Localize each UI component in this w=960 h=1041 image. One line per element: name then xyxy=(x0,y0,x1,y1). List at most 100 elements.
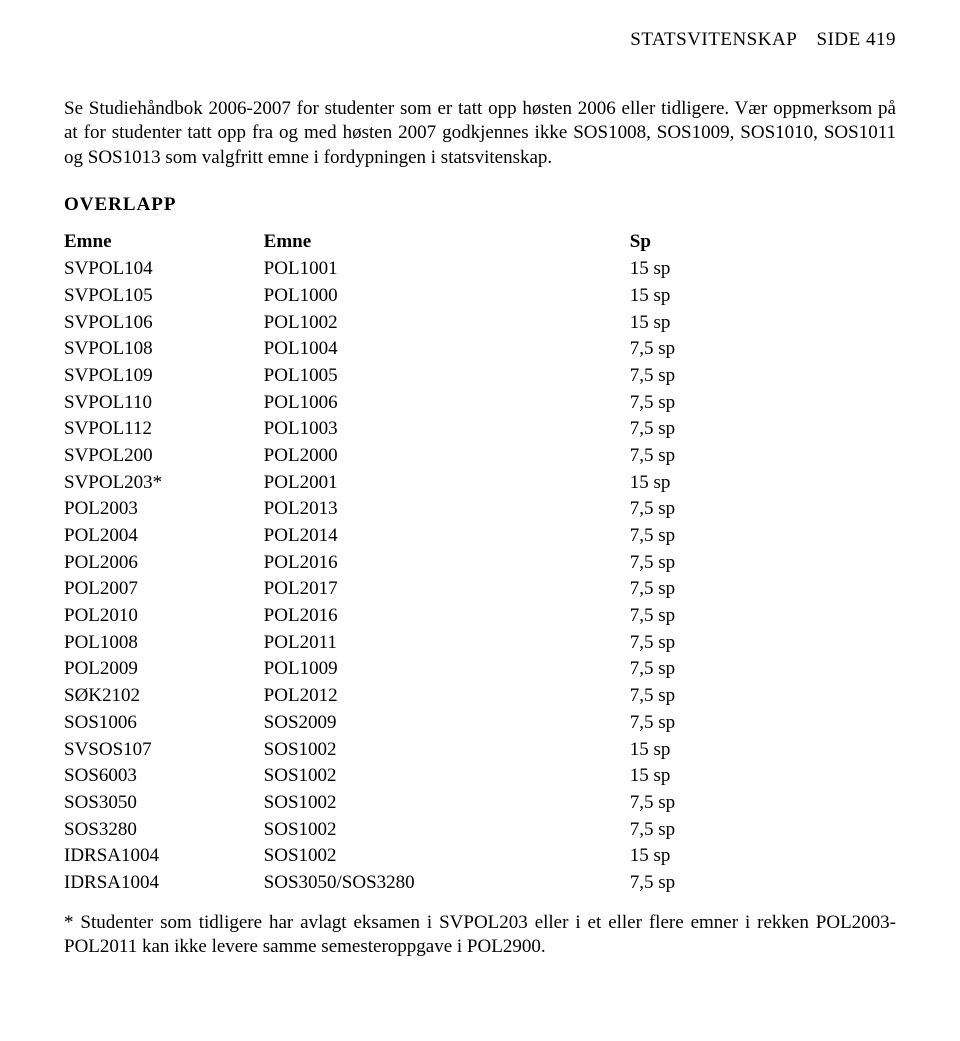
table-cell: 7,5 sp xyxy=(630,390,896,417)
table-cell: POL1006 xyxy=(264,390,630,417)
table-row: SVPOL105POL100015 sp xyxy=(64,283,896,310)
table-cell: 7,5 sp xyxy=(630,656,896,683)
table-cell: SOS2009 xyxy=(264,710,630,737)
table-cell: 7,5 sp xyxy=(630,363,896,390)
table-row: POL2007POL20177,5 sp xyxy=(64,576,896,603)
table-cell: 7,5 sp xyxy=(630,817,896,844)
table-cell: POL1004 xyxy=(264,336,630,363)
table-cell: 7,5 sp xyxy=(630,710,896,737)
table-cell: SOS1002 xyxy=(264,763,630,790)
table-cell: SØK2102 xyxy=(64,683,264,710)
table-cell: 7,5 sp xyxy=(630,630,896,657)
table-cell: SOS1002 xyxy=(264,790,630,817)
table-cell: 15 sp xyxy=(630,470,896,497)
col-header-emne-1: Emne xyxy=(64,229,264,256)
table-cell: 7,5 sp xyxy=(630,336,896,363)
table-row: SOS3050SOS10027,5 sp xyxy=(64,790,896,817)
table-cell: POL1008 xyxy=(64,630,264,657)
table-cell: 7,5 sp xyxy=(630,576,896,603)
table-cell: POL2012 xyxy=(264,683,630,710)
table-row: SOS3280SOS10027,5 sp xyxy=(64,817,896,844)
table-cell: SVPOL108 xyxy=(64,336,264,363)
table-cell: POL2017 xyxy=(264,576,630,603)
table-cell: SVPOL203* xyxy=(64,470,264,497)
table-row: IDRSA1004SOS100215 sp xyxy=(64,843,896,870)
table-cell: POL2003 xyxy=(64,496,264,523)
table-cell: 7,5 sp xyxy=(630,523,896,550)
table-cell: SVPOL104 xyxy=(64,256,264,283)
table-row: POL2009POL10097,5 sp xyxy=(64,656,896,683)
table-cell: IDRSA1004 xyxy=(64,843,264,870)
table-cell: 15 sp xyxy=(630,737,896,764)
table-row: POL2004POL20147,5 sp xyxy=(64,523,896,550)
table-cell: POL2011 xyxy=(264,630,630,657)
table-cell: POL2000 xyxy=(264,443,630,470)
table-cell: SVPOL106 xyxy=(64,310,264,337)
table-cell: SVPOL109 xyxy=(64,363,264,390)
overlap-heading: OVERLAPP xyxy=(64,193,896,218)
table-cell: IDRSA1004 xyxy=(64,870,264,897)
table-cell: POL1003 xyxy=(264,416,630,443)
table-cell: SOS3050/SOS3280 xyxy=(264,870,630,897)
table-row: SVSOS107SOS100215 sp xyxy=(64,737,896,764)
table-row: SOS6003SOS100215 sp xyxy=(64,763,896,790)
table-cell: SVPOL200 xyxy=(64,443,264,470)
table-cell: SOS1002 xyxy=(264,817,630,844)
table-row: POL2010POL20167,5 sp xyxy=(64,603,896,630)
page-header: STATSVITENSKAP SIDE 419 xyxy=(64,28,896,53)
intro-paragraph: Se Studiehåndbok 2006-2007 for studenter… xyxy=(64,97,896,171)
table-cell: POL1001 xyxy=(264,256,630,283)
table-cell: POL1002 xyxy=(264,310,630,337)
table-cell: 7,5 sp xyxy=(630,603,896,630)
table-row: POL1008POL20117,5 sp xyxy=(64,630,896,657)
table-cell: SOS1002 xyxy=(264,737,630,764)
table-cell: POL2007 xyxy=(64,576,264,603)
table-cell: 7,5 sp xyxy=(630,550,896,577)
table-row: SVPOL110POL10067,5 sp xyxy=(64,390,896,417)
table-cell: SVSOS107 xyxy=(64,737,264,764)
page-number: SIDE 419 xyxy=(817,29,896,50)
table-cell: SVPOL110 xyxy=(64,390,264,417)
table-cell: 7,5 sp xyxy=(630,790,896,817)
table-cell: SOS3050 xyxy=(64,790,264,817)
table-header-row: Emne Emne Sp xyxy=(64,229,896,256)
table-cell: POL2010 xyxy=(64,603,264,630)
table-row: SVPOL104POL100115 sp xyxy=(64,256,896,283)
table-cell: SVPOL112 xyxy=(64,416,264,443)
table-row: POL2003POL20137,5 sp xyxy=(64,496,896,523)
table-row: SØK2102POL20127,5 sp xyxy=(64,683,896,710)
table-row: SVPOL112POL10037,5 sp xyxy=(64,416,896,443)
table-row: SVPOL200POL20007,5 sp xyxy=(64,443,896,470)
table-row: SVPOL109POL10057,5 sp xyxy=(64,363,896,390)
table-cell: POL2004 xyxy=(64,523,264,550)
table-cell: 15 sp xyxy=(630,310,896,337)
table-cell: POL2001 xyxy=(264,470,630,497)
table-row: POL2006POL20167,5 sp xyxy=(64,550,896,577)
table-cell: POL1000 xyxy=(264,283,630,310)
table-cell: 7,5 sp xyxy=(630,443,896,470)
table-cell: SOS6003 xyxy=(64,763,264,790)
overlap-table: Emne Emne Sp SVPOL104POL100115 spSVPOL10… xyxy=(64,229,896,896)
table-row: SVPOL203*POL200115 sp xyxy=(64,470,896,497)
table-row: IDRSA1004SOS3050/SOS32807,5 sp xyxy=(64,870,896,897)
table-row: SVPOL106POL100215 sp xyxy=(64,310,896,337)
table-cell: 7,5 sp xyxy=(630,496,896,523)
table-cell: POL2006 xyxy=(64,550,264,577)
dept-label: STATSVITENSKAP xyxy=(630,29,797,50)
table-cell: POL2016 xyxy=(264,603,630,630)
table-row: SVPOL108POL10047,5 sp xyxy=(64,336,896,363)
table-cell: 15 sp xyxy=(630,843,896,870)
table-cell: SVPOL105 xyxy=(64,283,264,310)
table-cell: 15 sp xyxy=(630,763,896,790)
table-cell: 15 sp xyxy=(630,283,896,310)
table-cell: SOS1002 xyxy=(264,843,630,870)
table-cell: POL1009 xyxy=(264,656,630,683)
table-cell: 7,5 sp xyxy=(630,683,896,710)
table-cell: POL1005 xyxy=(264,363,630,390)
table-cell: 7,5 sp xyxy=(630,416,896,443)
col-header-emne-2: Emne xyxy=(264,229,630,256)
table-cell: 15 sp xyxy=(630,256,896,283)
table-row: SOS1006SOS20097,5 sp xyxy=(64,710,896,737)
table-cell: POL2016 xyxy=(264,550,630,577)
col-header-sp: Sp xyxy=(630,229,896,256)
